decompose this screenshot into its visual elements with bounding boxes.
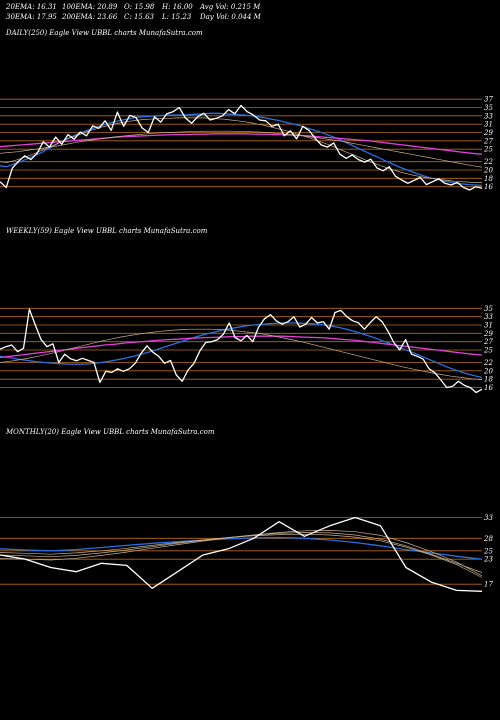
weekly-series-ema_mid xyxy=(0,328,483,380)
daily-series-ema100 xyxy=(0,130,483,168)
daily-series-ema30 xyxy=(0,117,482,183)
monthly-y-tick-0: 33 xyxy=(484,514,493,522)
daily-series-ema200 xyxy=(0,133,483,155)
daily-y-tick-9: 18 xyxy=(484,175,493,183)
weekly-y-tick-9: 16 xyxy=(484,384,493,392)
stats-header: 20EMA: 16.31 100EMA: 20.89 O: 15.98 H: 1… xyxy=(0,0,500,26)
weekly-y-tick-6: 22 xyxy=(483,359,493,367)
stat-ema100: 100EMA: 20.89 xyxy=(62,3,118,11)
stat-open: O: 15.98 xyxy=(124,3,155,11)
weekly-series-price xyxy=(0,308,483,394)
monthly-series-price xyxy=(0,516,483,592)
stat-ema30: 30EMA: 17.95 xyxy=(6,13,57,21)
weekly-chart-title: WEEKLY(59) Eagle View UBBL charts Munafa… xyxy=(6,227,208,235)
daily-y-tick-1: 35 xyxy=(484,104,493,112)
weekly-y-tick-3: 29 xyxy=(483,330,493,338)
stat-ema20: 20EMA: 16.31 xyxy=(6,3,57,11)
weekly-y-tick-2: 31 xyxy=(484,322,493,330)
daily-chart-title: DAILY(250) Eagle View UBBL charts Munafa… xyxy=(6,29,203,37)
weekly-y-tick-4: 27 xyxy=(483,338,493,346)
stat-high: H: 16.00 xyxy=(162,3,193,11)
weekly-y-tick-8: 18 xyxy=(484,376,493,384)
weekly-y-tick-1: 33 xyxy=(484,313,493,321)
weekly-y-tick-0: 35 xyxy=(484,305,493,313)
monthly-chart-title: MONTHLY(20) Eagle View UBBL charts Munaf… xyxy=(6,428,215,436)
weekly-series-ema_short xyxy=(0,322,483,379)
stat-close: C: 15.63 xyxy=(124,13,154,21)
daily-y-tick-2: 33 xyxy=(484,112,493,120)
daily-y-tick-5: 27 xyxy=(483,137,493,145)
weekly-y-tick-7: 20 xyxy=(483,367,493,375)
stat-avg-vol: Avg Vol: 0.215 M xyxy=(200,3,261,11)
monthly-y-tick-4: 17 xyxy=(484,581,493,589)
monthly-y-tick-3: 23 xyxy=(483,556,493,564)
stat-ema200: 200EMA: 23.66 xyxy=(62,13,118,21)
monthly-series-ema_short xyxy=(0,536,483,560)
stat-low: L: 15.23 xyxy=(162,13,192,21)
monthly-series-ema_mid3 xyxy=(0,533,483,578)
monthly-y-tick-2: 25 xyxy=(483,547,493,555)
daily-y-tick-10: 16 xyxy=(484,183,493,191)
daily-y-tick-7: 22 xyxy=(483,158,493,166)
daily-y-tick-6: 25 xyxy=(483,146,493,154)
daily-y-tick-4: 29 xyxy=(483,129,493,137)
daily-y-tick-0: 37 xyxy=(484,96,493,104)
daily-series-price xyxy=(0,104,483,191)
weekly-series-ema_long xyxy=(0,335,483,359)
daily-y-tick-3: 31 xyxy=(484,121,493,129)
weekly-y-tick-5: 25 xyxy=(483,347,493,355)
daily-y-tick-8: 20 xyxy=(483,167,493,175)
stat-day-vol: Day Vol: 0.044 M xyxy=(200,13,261,21)
monthly-y-tick-1: 28 xyxy=(483,535,493,543)
